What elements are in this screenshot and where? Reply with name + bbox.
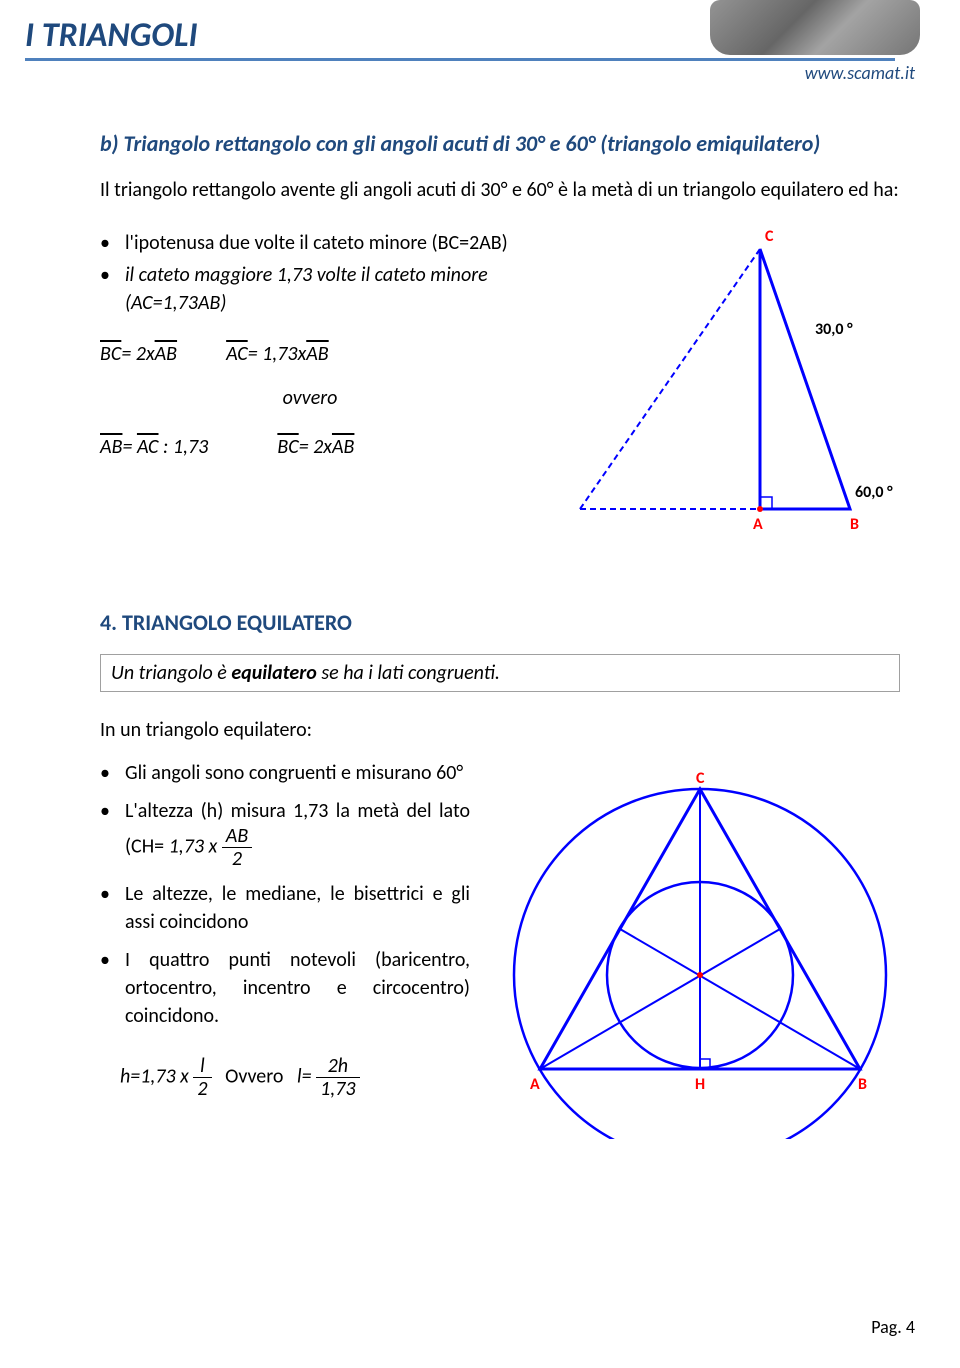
f1a-ov: BC xyxy=(100,342,121,366)
site-url-label: www.scamat.it xyxy=(805,62,915,84)
f2b-bc: BC xyxy=(277,435,298,459)
angle-30: 30,0 ° xyxy=(815,320,853,339)
bullet-text-2: il cateto maggiore 1,73 volte il cateto … xyxy=(125,261,530,317)
b2-2-frac-pre: 1,73 x xyxy=(169,834,222,858)
bullet-item-1: • l'ipotenusa due volte il cateto minore… xyxy=(100,229,530,257)
triangle-1-svg: C A B 30,0 ° 60,0 ° xyxy=(560,229,900,549)
final-frac1: l2 xyxy=(193,1055,211,1100)
bullet-dot-icon: • xyxy=(100,759,110,787)
b2-2: • L'altezza (h) misura 1,73 la metà del … xyxy=(100,797,470,870)
b2-1-text: Gli angoli sono congruenti e misurano 60… xyxy=(125,759,463,787)
triangle-2-figure: C A B H xyxy=(500,759,900,1139)
bullet-dot-icon: • xyxy=(100,797,110,870)
final-ovvero: Ovvero xyxy=(225,1064,283,1088)
b2-4-text: I quattro punti notevoli (baricentro, or… xyxy=(125,946,470,1030)
def-pre: Un triangolo è xyxy=(111,661,231,685)
bullet-list-1: • l'ipotenusa due volte il cateto minore… xyxy=(100,229,530,317)
ovvero-label: ovvero xyxy=(160,386,460,410)
bullet-dot-icon: • xyxy=(100,261,110,317)
f2b-ab: AB xyxy=(332,435,354,459)
b2-2-text: L'altezza (h) misura 1,73 la metà del la… xyxy=(125,797,470,870)
formula-line-2: AB= AC : 1,73 BC= 2xAB xyxy=(100,435,530,459)
def-bold: equilatero xyxy=(231,661,316,685)
b2-3: • Le altezze, le mediane, le bisettrici … xyxy=(100,880,470,936)
ff1-den: 2 xyxy=(193,1078,211,1100)
bullet-dot-icon: • xyxy=(100,229,110,257)
ff2-den: 1,73 xyxy=(316,1078,359,1100)
f1b-eq: = 1,73x xyxy=(248,342,307,366)
angle-60: 60,0 ° xyxy=(855,483,893,502)
f1a-eq: = 2x xyxy=(121,342,154,366)
bullet-list-2: • Gli angoli sono congruenti e misurano … xyxy=(100,759,470,1030)
ff2-num: 2h xyxy=(316,1055,359,1078)
triangle-2-svg: C A B H xyxy=(500,759,900,1139)
final-frac2: 2h1,73 xyxy=(316,1055,359,1100)
b2-3-text: Le altezze, le mediane, le bisettrici e … xyxy=(125,880,470,936)
f1a-ab: AB xyxy=(155,342,177,366)
f2a-ac: AC xyxy=(137,435,159,459)
f1b-ov: AC xyxy=(226,342,248,366)
bullet-text-1: l'ipotenusa due volte il cateto minore (… xyxy=(125,229,508,257)
f2a-ab: AB xyxy=(100,435,122,459)
content-area: b) Triangolo rettangolo con gli angoli a… xyxy=(100,130,900,1139)
b2-2-frac: AB2 xyxy=(222,825,252,870)
section-b-heading: b) Triangolo rettangolo con gli angoli a… xyxy=(100,130,900,157)
final-l-eq: l= xyxy=(297,1064,312,1088)
def-post: se ha i lati congruenti. xyxy=(317,661,500,685)
section-4-heading: 4. TRIANGOLO EQUILATERO xyxy=(100,609,900,636)
definition-box: Un triangolo è equilatero se ha i lati c… xyxy=(100,654,900,692)
row-2: • Gli angoli sono congruenti e misurano … xyxy=(100,759,900,1139)
header-decoration xyxy=(710,0,920,55)
section4-lead: In un triangolo equilatero: xyxy=(100,717,900,744)
label2-B: B xyxy=(858,1075,867,1094)
page-number: Pag. 4 xyxy=(871,1316,915,1338)
frac-den: 2 xyxy=(222,848,252,870)
bullet-dot-icon: • xyxy=(100,946,110,1030)
bullet-dot-icon: • xyxy=(100,880,110,936)
final-formula: h=1,73 x l2 Ovvero l= 2h1,73 xyxy=(120,1055,470,1100)
final-h: h=1,73 x xyxy=(120,1064,189,1088)
row-1: • l'ipotenusa due volte il cateto minore… xyxy=(100,229,900,549)
label2-H: H xyxy=(695,1075,705,1094)
frac-num: AB xyxy=(222,825,252,848)
section-b-intro: Il triangolo rettangolo avente gli angol… xyxy=(100,177,900,204)
f2a-r: : 1,73 xyxy=(159,435,209,459)
label-B: B xyxy=(850,515,859,534)
ff1-num: l xyxy=(193,1055,211,1078)
col-left-1: • l'ipotenusa due volte il cateto minore… xyxy=(100,229,530,549)
col-left-2: • Gli angoli sono congruenti e misurano … xyxy=(100,759,470,1139)
bullet-item-2: • il cateto maggiore 1,73 volte il catet… xyxy=(100,261,530,317)
b2-1: • Gli angoli sono congruenti e misurano … xyxy=(100,759,470,787)
b2-4: • I quattro punti notevoli (baricentro, … xyxy=(100,946,470,1030)
formula-line-1: BC= 2xAB AC= 1,73xAB xyxy=(100,342,530,366)
f1b-ab: AB xyxy=(306,342,328,366)
f2a-eq: = xyxy=(122,435,136,459)
label2-A: A xyxy=(530,1075,540,1094)
label-C: C xyxy=(765,229,774,246)
label-A: A xyxy=(753,515,763,534)
label2-C: C xyxy=(696,769,705,788)
triangle-1-figure: C A B 30,0 ° 60,0 ° xyxy=(560,229,900,549)
f2b-eq: = 2x xyxy=(299,435,332,459)
